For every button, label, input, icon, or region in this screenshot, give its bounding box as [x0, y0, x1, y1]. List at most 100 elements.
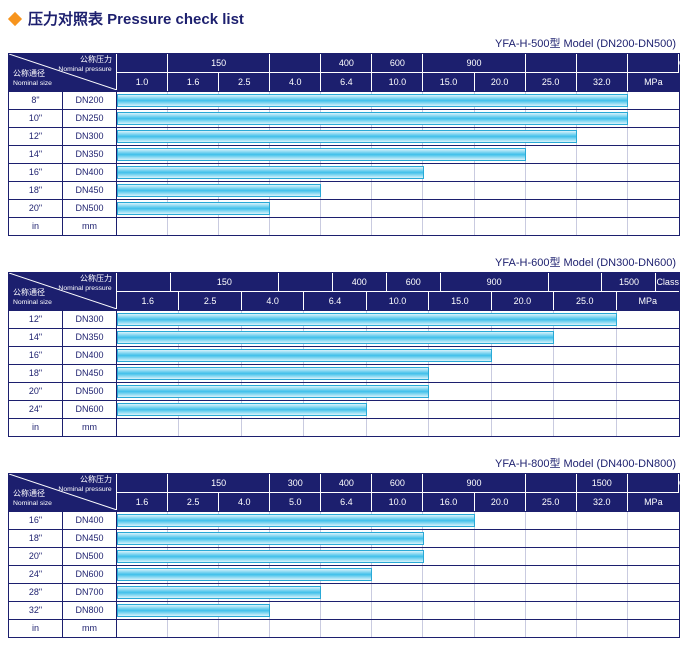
- class-cell: 150: [168, 54, 270, 72]
- mpa-cell: 32.0: [577, 73, 628, 91]
- unit-bar-area: [117, 419, 679, 436]
- chart-block: YFA-H-800型 Model (DN400-DN800)公称压力Nomina…: [8, 455, 680, 638]
- gridline: [628, 512, 679, 529]
- size-in: 14": [9, 329, 63, 346]
- row-labels: 14"DN350: [9, 329, 117, 346]
- size-in: 20": [9, 548, 63, 565]
- pressure-bar: [117, 148, 526, 161]
- gridline: [526, 218, 577, 235]
- mpa-cell: 25.0: [526, 73, 577, 91]
- data-row: 28"DN700: [9, 583, 679, 601]
- gridline: [304, 419, 366, 436]
- unit-row: inmm: [9, 619, 679, 637]
- pressure-bar: [117, 586, 321, 599]
- size-mm: DN500: [63, 548, 117, 565]
- class-cell: [279, 273, 333, 291]
- pressure-bar: [117, 532, 424, 545]
- bar-area: [117, 200, 679, 217]
- class-cell: 400: [321, 474, 372, 492]
- row-labels: 24"DN600: [9, 566, 117, 583]
- gridline: [372, 182, 423, 199]
- pressure-bar: [117, 514, 475, 527]
- gridline: [577, 128, 628, 145]
- row-labels: 8"DN200: [9, 92, 117, 109]
- size-in: 28": [9, 584, 63, 601]
- gridline: [321, 218, 372, 235]
- gridline: [554, 383, 616, 400]
- data-row: 18"DN450: [9, 529, 679, 547]
- gridline: [628, 530, 679, 547]
- gridline: [321, 200, 372, 217]
- model-label: YFA-H-800型 Model (DN400-DN800): [8, 455, 680, 471]
- pressure-bar: [117, 349, 492, 362]
- data-row: 16"DN400: [9, 346, 679, 364]
- data-row: 20"DN500: [9, 199, 679, 217]
- gridline: [526, 566, 577, 583]
- class-cell: 1500: [577, 474, 628, 492]
- gridline: [526, 200, 577, 217]
- mpa-cell: 1.0: [117, 73, 168, 91]
- bar-area: [117, 347, 679, 364]
- gridline: [423, 548, 474, 565]
- unit-in: in: [9, 419, 63, 436]
- gridline: [372, 218, 423, 235]
- gridline: [429, 383, 491, 400]
- size-mm: DN500: [63, 200, 117, 217]
- class-cell: 150: [168, 474, 270, 492]
- row-labels: 20"DN500: [9, 548, 117, 565]
- class-cell: 900: [441, 273, 549, 291]
- row-labels: 18"DN450: [9, 182, 117, 199]
- pressure-bar: [117, 166, 424, 179]
- data-row: 16"DN400: [9, 511, 679, 529]
- pressure-bar: [117, 112, 628, 125]
- gridline: [423, 566, 474, 583]
- bar-area: [117, 566, 679, 583]
- gridline: [475, 164, 526, 181]
- pressure-bar: [117, 604, 270, 617]
- size-mm: DN600: [63, 401, 117, 418]
- bar-area: [117, 329, 679, 346]
- pressure-bar: [117, 202, 270, 215]
- mpa-unit-cell: MPa: [628, 493, 679, 511]
- unit-labels: inmm: [9, 419, 117, 436]
- data-row: 24"DN600: [9, 565, 679, 583]
- gridline: [617, 347, 679, 364]
- mpa-cell: 10.0: [372, 493, 423, 511]
- size-mm: DN350: [63, 146, 117, 163]
- header-cells: 1504006009001500Class1.62.54.06.410.015.…: [117, 273, 679, 310]
- class-row: 1503004006009001500Class: [117, 474, 679, 493]
- gridlines: [117, 218, 679, 235]
- mpa-cell: 20.0: [475, 493, 526, 511]
- class-row: 150400600900Class: [117, 54, 679, 73]
- bar-area: [117, 92, 679, 109]
- mpa-cell: 4.0: [270, 73, 321, 91]
- bar-area: [117, 146, 679, 163]
- bar-area: [117, 182, 679, 199]
- gridline: [367, 401, 429, 418]
- model-label: YFA-H-500型 Model (DN200-DN500): [8, 35, 680, 51]
- gridline: [554, 329, 616, 346]
- bar-area: [117, 164, 679, 181]
- gridline: [628, 566, 679, 583]
- gridline: [475, 530, 526, 547]
- pressure-bar: [117, 367, 429, 380]
- bar-area: [117, 584, 679, 601]
- gridline: [628, 218, 679, 235]
- gridline: [429, 401, 491, 418]
- gridline: [475, 584, 526, 601]
- class-cell: [117, 54, 168, 72]
- bar-area: [117, 401, 679, 418]
- size-in: 16": [9, 347, 63, 364]
- mpa-cell: 4.0: [242, 292, 304, 310]
- gridline: [526, 602, 577, 619]
- unit-labels: inmm: [9, 218, 117, 235]
- gridline: [526, 584, 577, 601]
- gridline: [423, 218, 474, 235]
- class-cell: [628, 54, 679, 72]
- gridline: [475, 512, 526, 529]
- gridline: [617, 401, 679, 418]
- size-in: 20": [9, 383, 63, 400]
- header-corner: 公称压力Nominal pressure公称通径Nominal size: [9, 54, 117, 90]
- gridline: [423, 602, 474, 619]
- data-row: 10"DN250: [9, 109, 679, 127]
